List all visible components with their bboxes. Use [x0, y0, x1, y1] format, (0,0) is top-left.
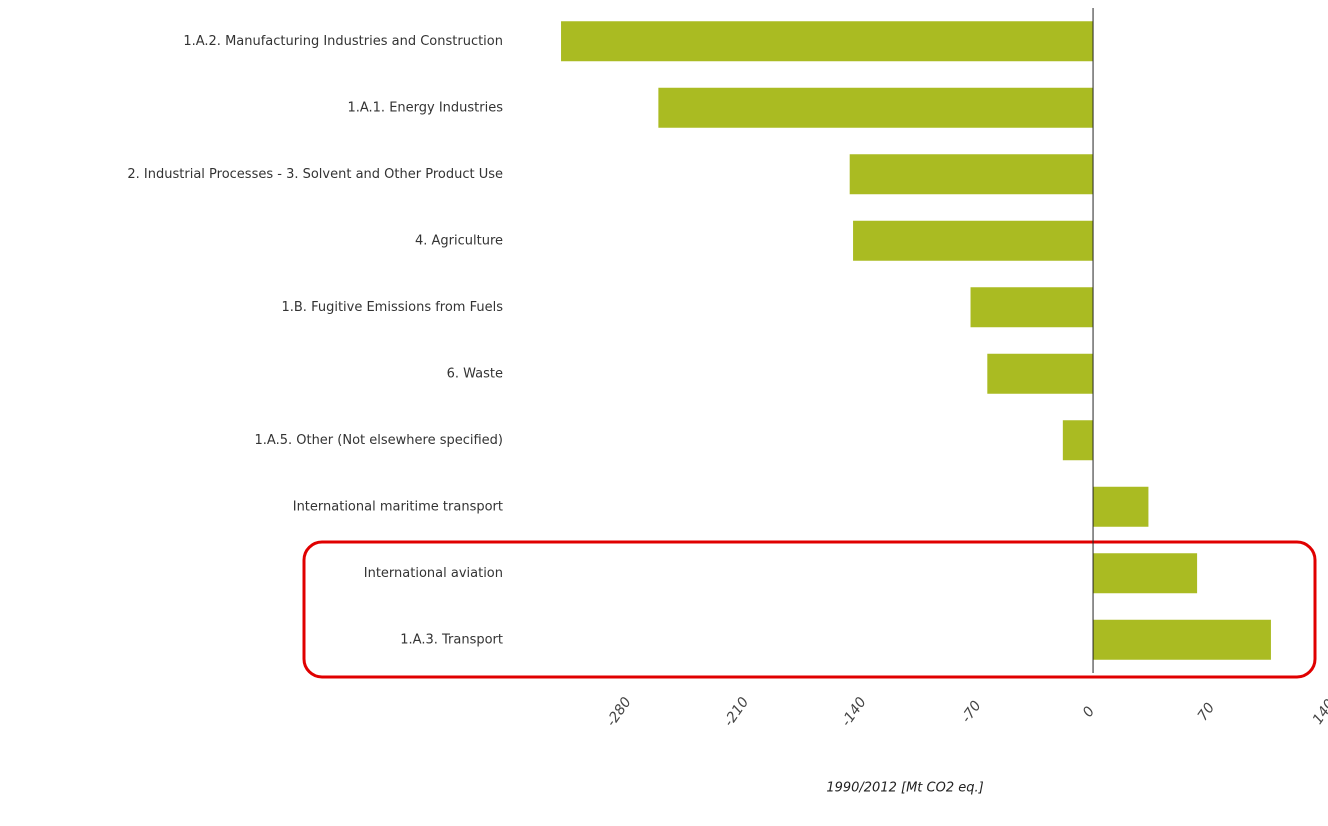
- bar: [1093, 486, 1149, 527]
- y-tick-label: International aviation: [364, 566, 503, 581]
- bar: [1093, 553, 1198, 594]
- x-tick-label: 140: [1310, 696, 1328, 727]
- y-tick-label: 1.B. Fugitive Emissions from Fuels: [281, 300, 503, 315]
- x-tick-label: -70: [958, 698, 984, 726]
- bar: [853, 220, 1094, 261]
- x-tick-label: -140: [838, 694, 869, 729]
- y-tick-label: 4. Agriculture: [415, 233, 503, 248]
- y-tick-label: 2. Industrial Processes - 3. Solvent and…: [127, 167, 503, 182]
- bar: [1093, 619, 1271, 660]
- bar: [849, 154, 1094, 195]
- x-tick-label: 0: [1080, 704, 1098, 721]
- x-tick-label: 70: [1195, 700, 1218, 724]
- x-axis-label: 1990/2012 [Mt CO2 eq.]: [826, 781, 983, 796]
- y-tick-label: 1.A.2. Manufacturing Industries and Cons…: [183, 34, 503, 49]
- y-tick-label: 1.A.1. Energy Industries: [347, 100, 503, 115]
- y-tick-label: 1.A.5. Other (Not elsewhere specified): [255, 433, 504, 448]
- bar: [987, 353, 1094, 394]
- x-tick-label: -280: [603, 694, 634, 729]
- bar: [970, 287, 1094, 328]
- bar: [658, 87, 1094, 128]
- x-tick-label: -210: [721, 694, 752, 729]
- y-tick-label: 6. Waste: [447, 366, 503, 381]
- bar: [1062, 420, 1094, 461]
- y-tick-label: 1.A.3. Transport: [400, 632, 503, 647]
- bar: [561, 21, 1094, 62]
- y-tick-label: International maritime transport: [293, 499, 503, 514]
- highlight-box: [302, 540, 1317, 679]
